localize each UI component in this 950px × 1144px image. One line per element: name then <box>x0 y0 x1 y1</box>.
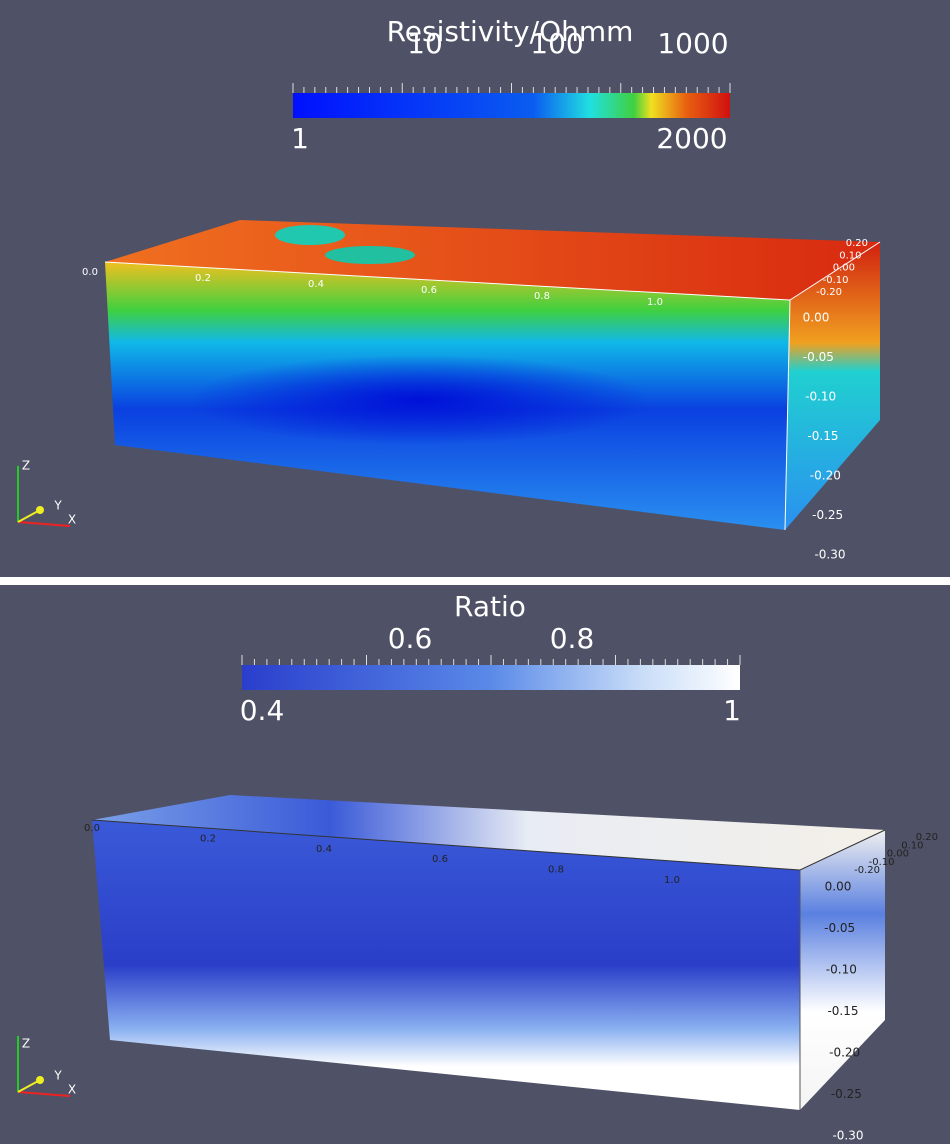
x-axis-label: 0.8 <box>534 291 550 302</box>
z-axis-label: -0.10 <box>805 390 836 404</box>
z-axis-label: -0.15 <box>827 1004 858 1018</box>
y-axis-label: 0.20 <box>916 832 938 843</box>
x-axis-label: 1.0 <box>664 875 680 886</box>
box-edge <box>784 299 791 531</box>
y-axis-label: 0.00 <box>887 849 909 860</box>
colorbar-label: 1000 <box>657 27 728 60</box>
z-axis-label: 0.00 <box>803 311 830 325</box>
colorbar <box>242 665 740 690</box>
y-axis-label: 0.10 <box>901 840 923 851</box>
colorbar-min-label: 0.4 <box>240 694 285 727</box>
colorbar-max-label: 2000 <box>656 122 727 155</box>
z-axis-label: -0.20 <box>810 469 841 483</box>
front-face <box>92 820 800 1110</box>
orientation-axes <box>17 1036 71 1097</box>
colorbar-title: Ratio <box>454 590 526 623</box>
z-axis-label: -0.05 <box>803 350 834 364</box>
z-axis-label: -0.05 <box>824 921 855 935</box>
orientation-axes <box>17 466 71 527</box>
panel <box>0 0 950 577</box>
anomaly <box>325 246 415 264</box>
x-axis-label: 0.4 <box>308 279 324 290</box>
x-axis-label: 0.6 <box>432 854 448 865</box>
top-face <box>92 795 885 870</box>
orientation-label: Y <box>53 499 62 513</box>
colorbar-label: 10 <box>407 27 443 60</box>
colorbar-title: Resistivity/Ohmm <box>387 15 634 48</box>
side-face <box>785 242 880 530</box>
anomaly <box>190 355 650 445</box>
orientation-label: Y <box>53 1069 62 1083</box>
x-axis-label: 1.0 <box>647 297 663 308</box>
colorbar-max-label: 1 <box>723 694 741 727</box>
colorbar-label: 0.6 <box>388 622 433 655</box>
y-axis-label: 0.20 <box>846 238 868 249</box>
z-axis-label: 0.00 <box>825 880 852 894</box>
orientation-label: Z <box>22 1037 30 1051</box>
colorbar <box>293 93 730 118</box>
x-axis-label: 0.0 <box>84 823 100 834</box>
colorbar-label: 0.8 <box>550 622 595 655</box>
orientation-label: Z <box>22 459 30 473</box>
z-axis-label: -0.30 <box>814 548 845 562</box>
y-axis-label: -0.20 <box>816 287 842 298</box>
anomaly <box>275 225 345 245</box>
z-axis-label: -0.20 <box>829 1046 860 1060</box>
colorbar-min-label: 1 <box>291 122 309 155</box>
y-axis-label: -0.10 <box>869 857 895 868</box>
z-axis-label: -0.10 <box>826 963 857 977</box>
x-axis-label: 0.2 <box>200 833 216 844</box>
z-axis-label: -0.30 <box>832 1129 863 1143</box>
colorbar-label: 100 <box>530 27 583 60</box>
y-axis-label: -0.20 <box>854 865 880 876</box>
y-axis-label: 0.10 <box>839 250 861 261</box>
z-axis-label: -0.15 <box>807 429 838 443</box>
z-axis-label: -0.25 <box>831 1087 862 1101</box>
panel <box>0 585 950 1144</box>
side-face <box>800 830 885 1110</box>
x-axis-label: 0.0 <box>82 267 98 278</box>
x-axis-label: 0.8 <box>548 865 564 876</box>
x-axis-label: 0.2 <box>195 273 211 284</box>
orientation-label: X <box>68 1083 76 1097</box>
x-axis-label: 0.4 <box>316 844 332 855</box>
x-axis-label: 0.6 <box>421 285 437 296</box>
orientation-label: X <box>68 513 76 527</box>
y-axis-label: -0.10 <box>823 275 849 286</box>
y-axis-label: 0.00 <box>833 263 855 274</box>
z-axis-label: -0.25 <box>812 508 843 522</box>
